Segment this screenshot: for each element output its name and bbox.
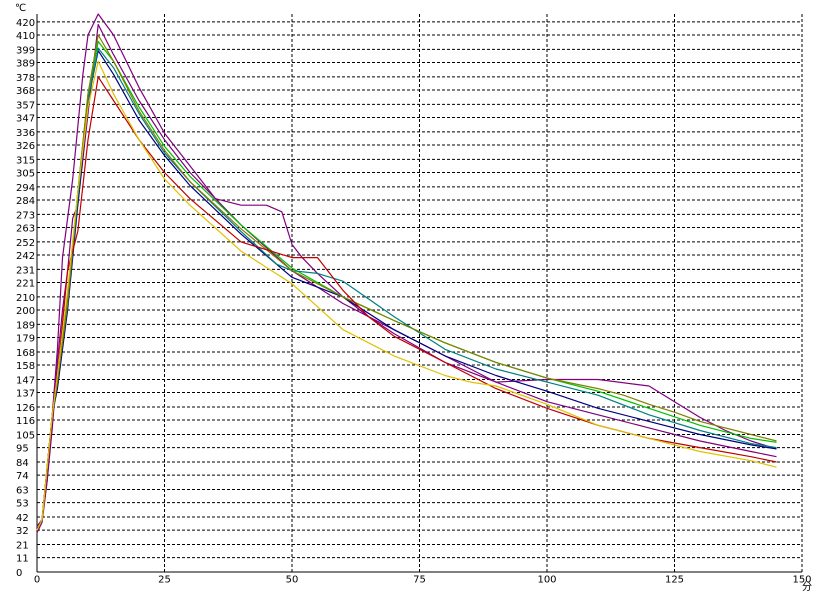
y-tick-label: 126 bbox=[16, 403, 35, 414]
series-line-1 bbox=[36, 13, 777, 527]
y-tick-label: 32 bbox=[16, 526, 29, 537]
y-tick-label: 326 bbox=[16, 141, 35, 152]
y-tick-label: 105 bbox=[16, 430, 35, 441]
y-tick-label: 347 bbox=[16, 113, 35, 124]
x-tick-label: 50 bbox=[286, 574, 299, 585]
series-line-8 bbox=[36, 60, 777, 531]
series-layer bbox=[36, 13, 777, 533]
x-axis-unit-label: 分 bbox=[802, 581, 812, 593]
x-tick-label: 75 bbox=[413, 574, 426, 585]
y-tick-label: 21 bbox=[16, 540, 29, 551]
y-tick-label: 252 bbox=[16, 238, 35, 249]
y-tick-label: 368 bbox=[16, 86, 35, 97]
series-line-3 bbox=[36, 50, 777, 531]
y-tick-label: 294 bbox=[16, 183, 35, 194]
y-tick-label: 231 bbox=[16, 265, 35, 276]
x-tick-label: 100 bbox=[537, 574, 556, 585]
x-tick-label: 125 bbox=[665, 574, 684, 585]
x-axis-ticks: 0 25 50 75 100 125 150 bbox=[34, 574, 812, 585]
y-tick-label: 357 bbox=[16, 100, 35, 111]
y-tick-label: 179 bbox=[16, 334, 35, 345]
x-tick-label: 0 bbox=[34, 574, 40, 585]
y-tick-label: 210 bbox=[16, 293, 35, 304]
y-tick-label: 420 bbox=[16, 18, 35, 29]
grid-layer bbox=[36, 14, 803, 573]
y-tick-label: 378 bbox=[16, 73, 35, 84]
series-line-7 bbox=[36, 76, 777, 531]
y-tick-label: 189 bbox=[16, 320, 35, 331]
y-tick-label: 53 bbox=[16, 499, 29, 510]
y-tick-label: 305 bbox=[16, 168, 35, 179]
series-line-2 bbox=[36, 23, 777, 533]
x-tick-label: 150 bbox=[792, 574, 811, 585]
y-tick-label: 11 bbox=[16, 554, 29, 565]
y-tick-label: 116 bbox=[16, 416, 35, 427]
y-tick-label: 137 bbox=[16, 389, 35, 400]
y-tick-label: 158 bbox=[16, 361, 35, 372]
y-tick-label: 263 bbox=[16, 224, 35, 235]
y-tick-label: 200 bbox=[16, 306, 35, 317]
y-tick-label: 221 bbox=[16, 279, 35, 290]
y-tick-label: 74 bbox=[16, 471, 29, 482]
y-tick-label: 84 bbox=[16, 458, 29, 469]
x-tick-label: 25 bbox=[158, 574, 171, 585]
y-axis-unit-label: ℃ bbox=[15, 3, 26, 14]
y-tick-label: 0 bbox=[16, 568, 22, 579]
y-tick-label: 95 bbox=[16, 444, 29, 455]
y-tick-label: 284 bbox=[16, 196, 35, 207]
y-tick-label: 147 bbox=[16, 375, 35, 386]
y-tick-label: 389 bbox=[16, 58, 35, 69]
y-tick-label: 42 bbox=[16, 513, 29, 524]
y-tick-label: 63 bbox=[16, 485, 29, 496]
y-axis-ticks: 0 11 21 32 42 53 63 74 84 95 105 116 126 137 147 158 168… bbox=[16, 18, 35, 579]
y-tick-label: 336 bbox=[16, 128, 35, 139]
y-tick-label: 399 bbox=[16, 45, 35, 56]
y-tick-label: 410 bbox=[16, 31, 35, 42]
y-tick-label: 168 bbox=[16, 348, 35, 359]
y-tick-label: 242 bbox=[16, 251, 35, 262]
y-tick-label: 273 bbox=[16, 210, 35, 221]
y-tick-label: 315 bbox=[16, 155, 35, 166]
series-line-6 bbox=[36, 34, 777, 531]
